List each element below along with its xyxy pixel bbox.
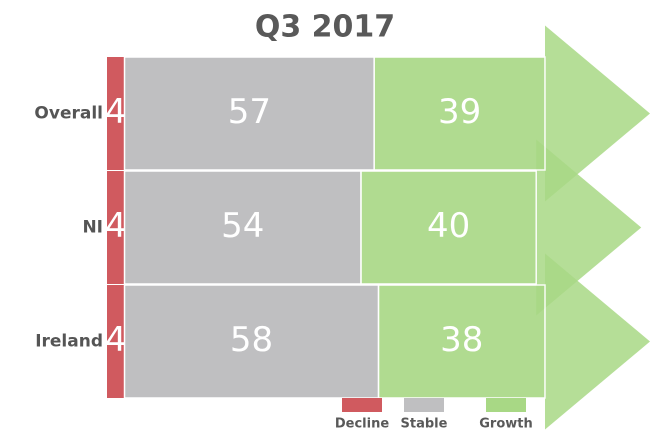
value-label: 4 xyxy=(105,320,127,360)
legend-swatch xyxy=(486,398,526,412)
value-label: 4 xyxy=(105,206,127,246)
legend-label: Stable xyxy=(401,417,448,432)
value-label: 40 xyxy=(427,206,470,246)
bar-segment xyxy=(123,56,375,171)
arrow-head xyxy=(545,253,650,430)
bar-segment xyxy=(123,284,380,399)
category-label: Ireland xyxy=(35,332,103,352)
bar-segment xyxy=(107,57,125,170)
legend-label: Growth xyxy=(479,417,533,432)
chart-title: Q3 2017 xyxy=(255,10,395,45)
value-label: 54 xyxy=(221,206,264,246)
arrow-head xyxy=(545,25,650,202)
legend-label: Decline xyxy=(335,417,389,432)
value-label: 38 xyxy=(440,320,483,360)
bar-segment xyxy=(373,56,546,171)
bar-segment xyxy=(107,171,125,284)
bar-segment xyxy=(107,285,125,398)
bar-segment xyxy=(377,284,546,399)
category-label: NI xyxy=(82,218,103,238)
value-label: 39 xyxy=(438,92,481,132)
category-label: Overall xyxy=(34,104,103,124)
value-label: 58 xyxy=(230,320,273,360)
bar-segment xyxy=(360,170,537,285)
value-label: 4 xyxy=(105,92,127,132)
legend-swatch xyxy=(404,398,444,412)
legend-swatch xyxy=(342,398,382,412)
value-label: 57 xyxy=(228,92,271,132)
